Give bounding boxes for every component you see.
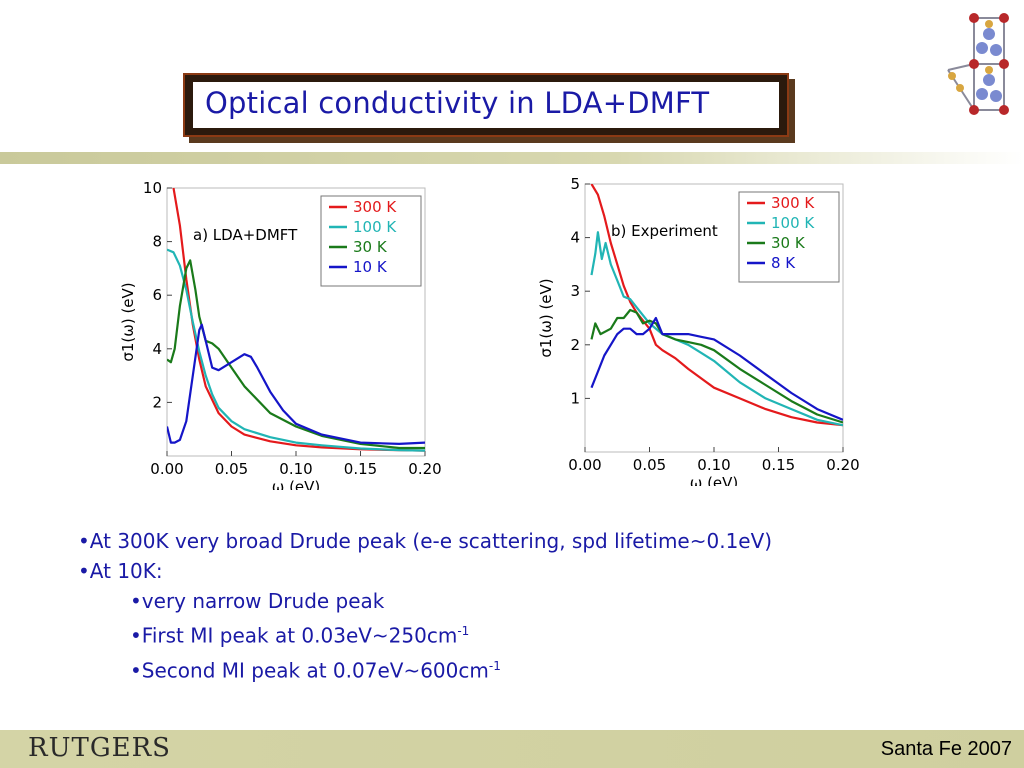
footer-venue: Santa Fe 2007 — [880, 738, 1012, 760]
legend-label: 300 K — [353, 198, 397, 216]
series-line-300k — [590, 184, 843, 427]
series-group — [590, 184, 843, 427]
series-group — [167, 188, 425, 452]
legend-label: 100 K — [353, 218, 397, 236]
x-tick-label: 0.15 — [762, 456, 795, 474]
x-tick-label: 0.00 — [150, 460, 183, 478]
y-tick-label: 5 — [570, 175, 580, 193]
sub-bullet-first-mi: •First MI peak at 0.03eV~250cm-1 — [78, 616, 978, 651]
y-tick-label: 4 — [152, 340, 162, 358]
series-line-30k — [167, 259, 425, 450]
bullet-300k: •At 300K very broad Drude peak (e-e scat… — [78, 529, 773, 553]
y-tick-label: 8 — [152, 233, 162, 251]
y-tick-label: 2 — [570, 336, 580, 354]
rutgers-logo: RUTGERS — [28, 733, 171, 763]
bullet-list: •At 300K very broad Drude peak (e-e scat… — [78, 526, 978, 685]
divider-bar — [0, 152, 1024, 164]
legend-label: 30 K — [771, 234, 806, 252]
series-line-30k — [590, 308, 843, 424]
x-tick-label: 0.10 — [697, 456, 730, 474]
legend-box — [320, 195, 422, 287]
series-line-100k — [590, 231, 843, 427]
series-line-10k — [167, 323, 425, 445]
y-axis-label: σ1(ω) (eV) — [119, 282, 137, 361]
x-axis-label: ω (eV) — [690, 474, 739, 486]
y-tick-label: 6 — [152, 286, 162, 304]
y-tick-label: 2 — [152, 393, 162, 411]
sub-bullet-drude: •very narrow Drude peak — [130, 589, 385, 613]
superscript-first: -1 — [457, 624, 470, 638]
legend-label: 30 K — [353, 238, 388, 256]
y-tick-label: 10 — [143, 179, 162, 197]
y-tick-label: 3 — [570, 282, 580, 300]
slide-title: Optical conductivity in LDA+DMFT — [205, 86, 710, 120]
x-axis-label: ω (eV) — [272, 478, 321, 490]
legend-label: 100 K — [771, 214, 815, 232]
chart-lda-dmft: 0.00 0.05 0.10 0.15 0.20 2 4 6 8 10 ω (eV) σ1(ω) (e… — [119, 179, 442, 490]
legend-label: 300 K — [771, 194, 815, 212]
superscript-second: -1 — [488, 658, 501, 673]
series-line-8k — [590, 316, 843, 421]
title-frame: Optical conductivity in LDA+DMFT — [183, 73, 789, 137]
chart-experiment: 0.00 0.05 0.10 0.15 0.20 1 2 3 4 5 ω (eV) σ1(ω) (eV… — [537, 175, 860, 486]
sub-bullet-second-mi-text: •Second MI peak at 0.07eV~600cm — [130, 658, 489, 683]
sub-bullet-first-mi-text: •First MI peak at 0.03eV~250cm — [130, 623, 458, 648]
title-panel: Optical conductivity in LDA+DMFT — [193, 82, 779, 128]
y-tick-label: 1 — [570, 389, 580, 407]
x-tick-label: 0.20 — [408, 460, 441, 478]
x-tick-label: 0.05 — [633, 456, 666, 474]
chart-annotation: b) Experiment — [611, 222, 718, 240]
y-tick-label: 4 — [570, 229, 580, 247]
x-tick-label: 0.15 — [344, 460, 377, 478]
legend-box — [738, 191, 840, 283]
footer-bar: RUTGERS Santa Fe 2007 — [0, 730, 1024, 768]
x-tick-label: 0.20 — [826, 456, 859, 474]
y-axis-label: σ1(ω) (eV) — [537, 278, 555, 357]
x-tick-label: 0.10 — [279, 460, 312, 478]
legend-label: 8 K — [771, 254, 796, 272]
chart-annotation: a) LDA+DMFT — [193, 226, 298, 244]
x-tick-label: 0.05 — [215, 460, 248, 478]
bullet-10k: •At 10K: — [78, 559, 163, 583]
series-line-300k — [172, 188, 425, 452]
legend-label: 10 K — [353, 258, 388, 276]
x-tick-label: 0.00 — [568, 456, 601, 474]
sub-bullet-second-mi: •Second MI peak at 0.07eV~600cm-1 — [78, 651, 978, 686]
crystal-structure-icon — [947, 13, 1009, 115]
